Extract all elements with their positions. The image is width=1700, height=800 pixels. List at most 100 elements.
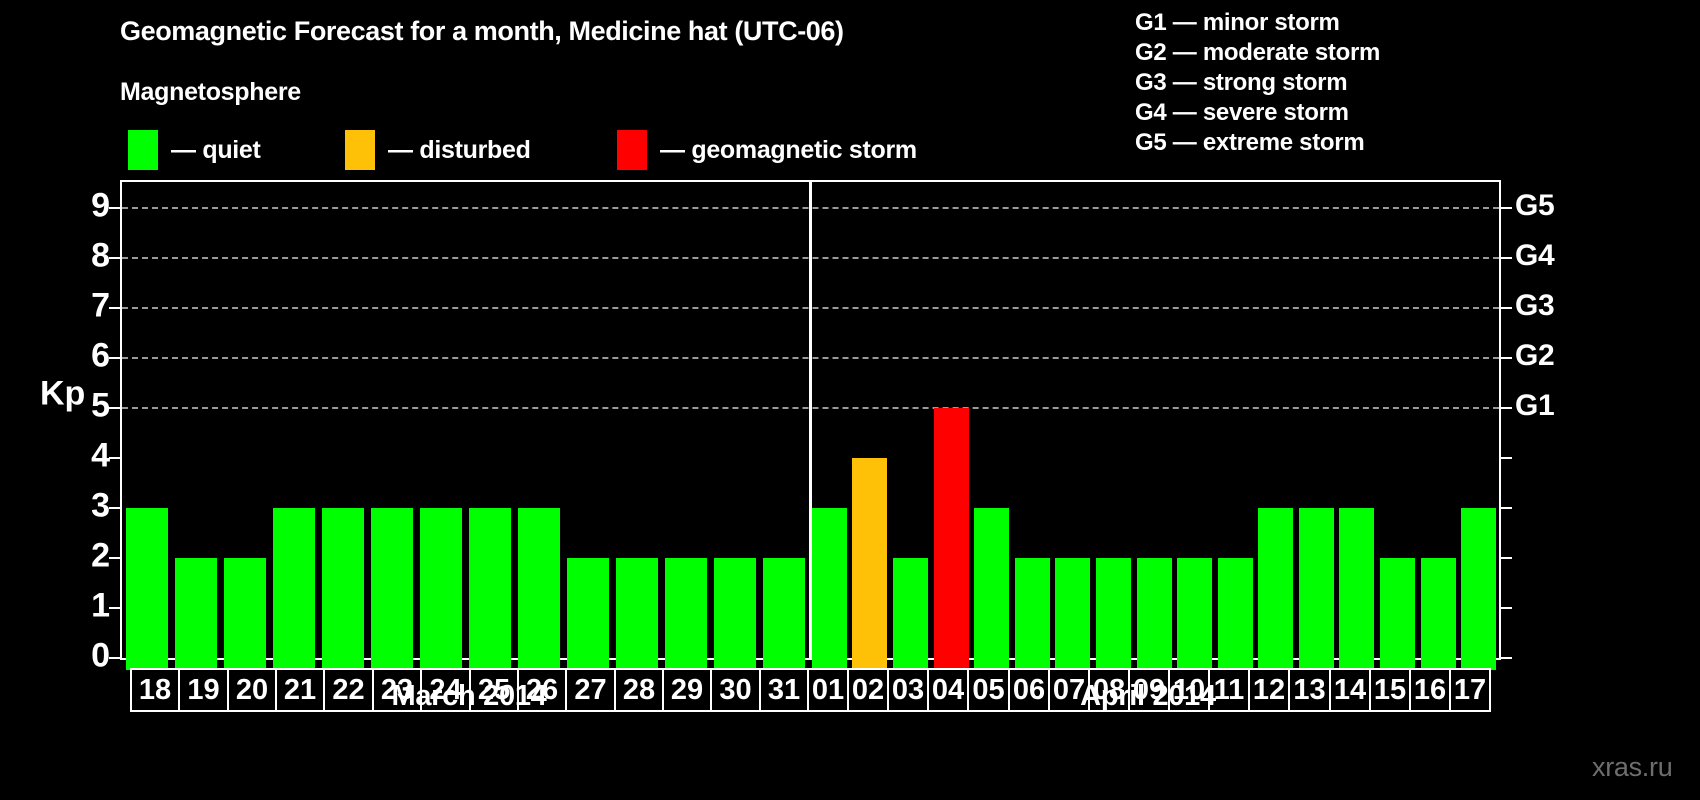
right-tick-5	[1501, 407, 1512, 409]
day-label-20: 20	[227, 668, 277, 712]
kp-bar-april-12	[1258, 508, 1293, 670]
day-label-21: 21	[275, 668, 325, 712]
kp-bar-april-09	[1137, 558, 1172, 670]
kp-bar-march-29	[665, 558, 707, 670]
kp-bar-april-16	[1421, 558, 1456, 670]
g3-legend-line: G3 — strong storm	[1135, 69, 1348, 96]
right-tick-3	[1501, 507, 1512, 509]
day-label-25: 25	[469, 668, 519, 712]
kp-bar-april-10	[1177, 558, 1212, 670]
y-tick-label-4: 4	[91, 436, 110, 475]
y-tick-label-7: 7	[91, 286, 110, 325]
left-tick-6	[109, 357, 120, 359]
y-axis-title: Kp	[40, 374, 86, 413]
kp-bar-april-14	[1339, 508, 1374, 670]
kp-bar-march-23	[371, 508, 413, 670]
day-label-31: 31	[759, 668, 809, 712]
kp-bar-march-20	[224, 558, 266, 670]
disturbed-color-swatch	[345, 130, 375, 170]
right-tick-4	[1501, 457, 1512, 459]
legend-item-quiet: — quiet	[128, 128, 261, 172]
month-label-march: March 2014	[391, 680, 547, 712]
g-axis-label-g2: G2	[1515, 339, 1555, 372]
kp-bar-april-04	[934, 408, 969, 670]
watermark: xras.ru	[1592, 752, 1673, 782]
right-tick-8	[1501, 257, 1512, 259]
day-label-02: 02	[847, 668, 889, 712]
kp-bar-march-24	[420, 508, 462, 670]
g-axis-label-g1: G1	[1515, 389, 1555, 422]
kp-bar-april-02	[852, 458, 887, 670]
kp-gridline-8	[122, 257, 1499, 259]
day-label-03: 03	[887, 668, 929, 712]
kp-bar-march-31	[763, 558, 805, 670]
y-tick-label-3: 3	[91, 486, 110, 525]
y-tick-label-6: 6	[91, 336, 110, 375]
kp-gridline-6	[122, 357, 1499, 359]
day-label-29: 29	[662, 668, 712, 712]
legend-label-quiet: — quiet	[171, 135, 261, 164]
kp-bar-april-07	[1055, 558, 1090, 670]
right-tick-1	[1501, 607, 1512, 609]
legend-label-storm: — geomagnetic storm	[660, 135, 917, 164]
kp-bar-march-27	[567, 558, 609, 670]
status-legend: — quiet — disturbed — geomagnetic storm	[120, 128, 1100, 172]
plot-area	[109, 180, 1512, 670]
kp-bar-march-28	[616, 558, 658, 670]
day-label-12: 12	[1248, 668, 1290, 712]
right-tick-0	[1501, 657, 1512, 659]
day-label-28: 28	[614, 668, 664, 712]
kp-bar-march-19	[175, 558, 217, 670]
kp-bar-april-01	[812, 508, 847, 670]
right-tick-7	[1501, 307, 1512, 309]
day-label-15: 15	[1369, 668, 1411, 712]
right-tick-9	[1501, 207, 1512, 209]
kp-bar-march-22	[322, 508, 364, 670]
kp-bar-april-13	[1299, 508, 1334, 670]
y-tick-label-5: 5	[91, 386, 110, 425]
legend-item-disturbed: — disturbed	[345, 128, 531, 172]
day-label-07: 07	[1048, 668, 1090, 712]
kp-bar-april-03	[893, 558, 928, 670]
g1-legend-line: G1 — minor storm	[1135, 9, 1340, 36]
kp-gridline-7	[122, 307, 1499, 309]
kp-bar-march-26	[518, 508, 560, 670]
y-tick-label-8: 8	[91, 236, 110, 275]
left-tick-1	[109, 607, 120, 609]
y-tick-label-1: 1	[91, 586, 110, 625]
day-label-18: 18	[130, 668, 180, 712]
kp-bar-march-21	[273, 508, 315, 670]
day-label-19: 19	[178, 668, 229, 712]
quiet-color-swatch	[128, 130, 158, 170]
day-label-01: 01	[807, 668, 849, 712]
day-label-17: 17	[1449, 668, 1491, 712]
left-tick-7	[109, 307, 120, 309]
g-axis-label-g3: G3	[1515, 289, 1555, 322]
day-label-04: 04	[927, 668, 969, 712]
left-tick-5	[109, 407, 120, 409]
day-label-06: 06	[1008, 668, 1050, 712]
y-tick-label-9: 9	[91, 186, 110, 225]
left-tick-0	[109, 657, 120, 659]
right-tick-2	[1501, 557, 1512, 559]
kp-bar-march-30	[714, 558, 756, 670]
g-scale-legend: G1 — minor storm G2 — moderate storm G3 …	[1135, 8, 1380, 158]
left-tick-4	[109, 457, 120, 459]
left-tick-9	[109, 207, 120, 209]
day-label-10: 10	[1168, 668, 1210, 712]
g-axis-label-g5: G5	[1515, 189, 1555, 222]
kp-bar-april-15	[1380, 558, 1415, 670]
day-label-22: 22	[323, 668, 374, 712]
month-divider-line	[809, 182, 812, 658]
y-tick-label-0: 0	[91, 636, 110, 675]
month-label-april: April 2014	[1080, 680, 1216, 712]
chart-title: Geomagnetic Forecast for a month, Medici…	[120, 16, 844, 46]
legend-label-disturbed: — disturbed	[388, 135, 531, 164]
day-label-26: 26	[517, 668, 567, 712]
day-label-27: 27	[565, 668, 616, 712]
kp-gridline-5	[122, 407, 1499, 409]
legend-item-storm: — geomagnetic storm	[617, 128, 917, 172]
kp-bar-april-11	[1218, 558, 1253, 670]
left-tick-3	[109, 507, 120, 509]
day-label-13: 13	[1288, 668, 1331, 712]
